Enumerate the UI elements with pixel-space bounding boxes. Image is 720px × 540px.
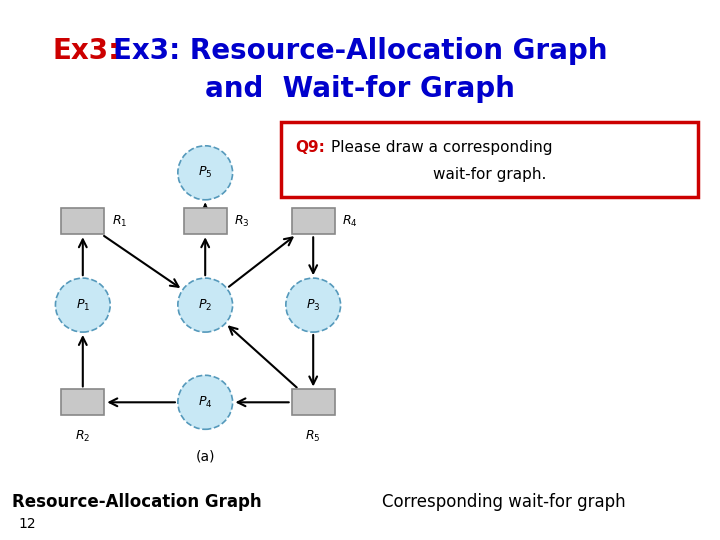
Text: $R_2$: $R_2$ (75, 429, 91, 444)
Text: $P_4$: $P_4$ (198, 395, 212, 410)
Text: $P_3$: $P_3$ (306, 298, 320, 313)
Text: $P_2$: $P_2$ (198, 298, 212, 313)
FancyBboxPatch shape (61, 208, 104, 234)
Text: Resource-Allocation Graph: Resource-Allocation Graph (12, 493, 261, 511)
Text: Corresponding wait-for graph: Corresponding wait-for graph (382, 493, 626, 511)
Text: (a): (a) (195, 449, 215, 463)
Text: $P_1$: $P_1$ (76, 298, 90, 313)
Text: $R_4$: $R_4$ (342, 214, 358, 229)
Text: $R_3$: $R_3$ (234, 214, 250, 229)
FancyBboxPatch shape (61, 389, 104, 415)
Text: Please draw a corresponding: Please draw a corresponding (331, 140, 553, 155)
Text: 12: 12 (18, 517, 35, 531)
Text: Ex3: Resource-Allocation Graph: Ex3: Resource-Allocation Graph (113, 37, 607, 65)
Text: and  Wait-for Graph: and Wait-for Graph (205, 75, 515, 103)
Text: $R_1$: $R_1$ (112, 214, 127, 229)
FancyBboxPatch shape (292, 208, 335, 234)
FancyBboxPatch shape (184, 208, 227, 234)
Ellipse shape (55, 278, 110, 332)
Ellipse shape (178, 375, 233, 429)
Ellipse shape (178, 146, 233, 200)
Text: $R_5$: $R_5$ (305, 429, 321, 444)
Text: Q9:: Q9: (295, 140, 325, 155)
Text: wait-for graph.: wait-for graph. (433, 167, 546, 182)
FancyBboxPatch shape (292, 389, 335, 415)
Ellipse shape (178, 278, 233, 332)
Text: Ex3:: Ex3: (53, 37, 120, 65)
FancyBboxPatch shape (281, 122, 698, 197)
Text: $P_5$: $P_5$ (198, 165, 212, 180)
Ellipse shape (286, 278, 341, 332)
